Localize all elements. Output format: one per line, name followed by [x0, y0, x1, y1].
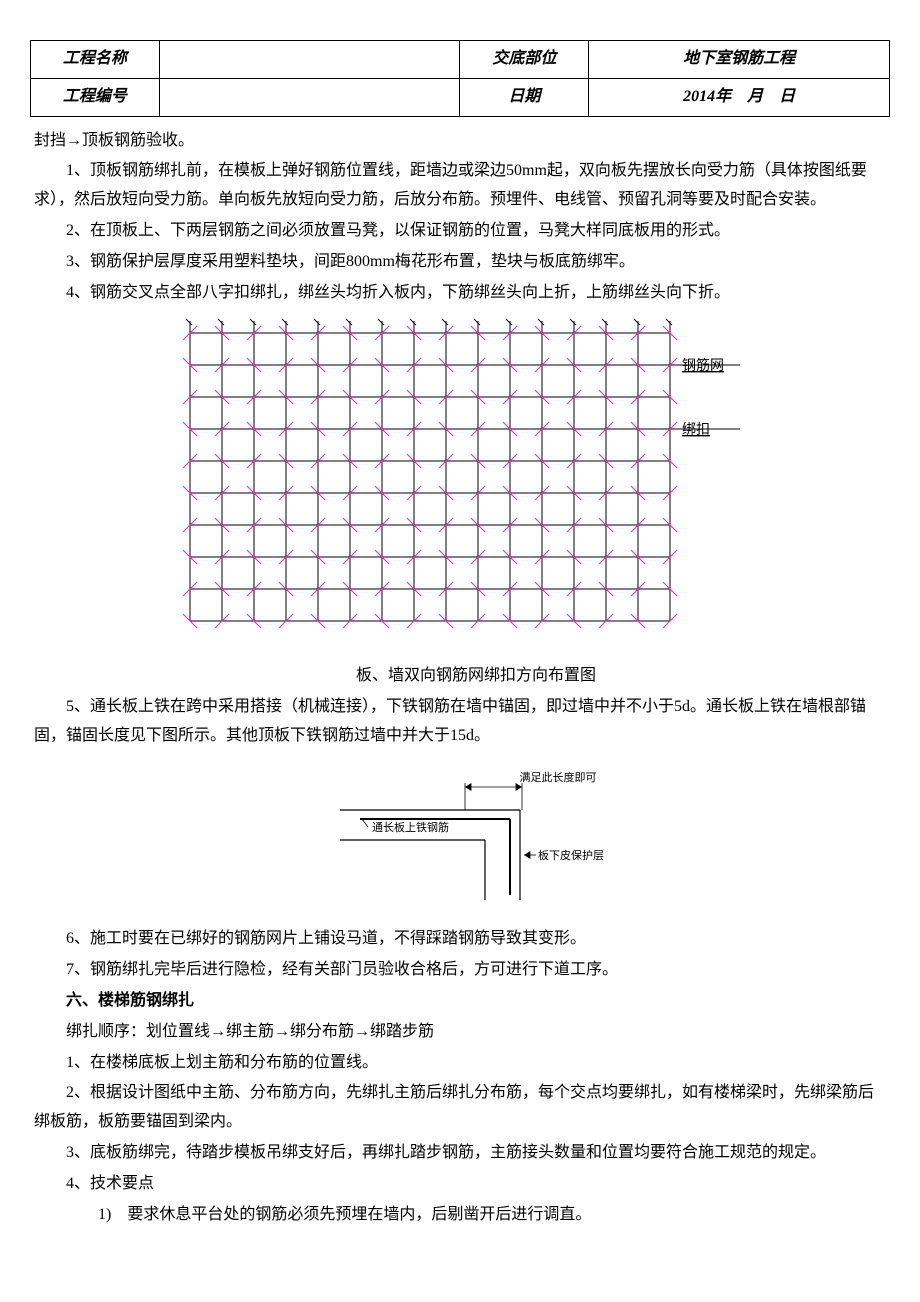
- p6: 6、施工时要在已绑好的钢筋网片上铺设马道，不得踩踏钢筋导致其变形。: [34, 925, 886, 954]
- p10: 2、根据设计图纸中主筋、分布筋方向，先绑扎主筋后绑扎分布筋，每个交点均要绑扎，如…: [34, 1079, 886, 1137]
- grid-caption: 板、墙双向钢筋网绑扣方向布置图: [34, 662, 886, 691]
- header-table: 工程名称 交底部位 地下室钢筋工程 工程编号 日期 2014年 月 日: [30, 40, 890, 117]
- hdr-date-val: 2014年 月 日: [589, 78, 890, 116]
- p2: 2、在顶板上、下两层钢筋之间必须放置马凳，以保证钢筋的位置，马凳大样同底板用的形…: [34, 217, 886, 246]
- anchor-diagram: 通长板上铁钢筋 满足此长度即可板下皮保护层: [34, 755, 886, 916]
- hdr-proj-no-val: [159, 78, 460, 116]
- p3: 3、钢筋保护层厚度采用塑料垫块，间距800mm梅花形布置，垫块与板底筋绑牢。: [34, 248, 886, 277]
- p13: 1) 要求休息平台处的钢筋必须先预埋在墙内，后剔凿开后进行调直。: [34, 1201, 886, 1230]
- p4: 4、钢筋交叉点全部八字扣绑扎，绑丝头均折入板内，下筋绑丝头向上折，上筋绑丝头向下…: [34, 279, 886, 308]
- svg-text:通长板上铁钢筋: 通长板上铁钢筋: [372, 820, 449, 834]
- p1: 1、顶板钢筋绑扎前，在模板上弹好钢筋位置线，距墙边或梁边50mm起，双向板先摆放…: [34, 157, 886, 215]
- hdr-part-label: 交底部位: [460, 41, 589, 79]
- p8: 绑扎顺序：划位置线→绑主筋→绑分布筋→绑踏步筋: [34, 1018, 886, 1047]
- content-body: 封挡→顶板钢筋验收。 1、顶板钢筋绑扎前，在模板上弹好钢筋位置线，距墙边或梁边5…: [30, 127, 890, 1230]
- p5: 5、通长板上铁在跨中采用搭接（机械连接），下铁钢筋在墙中锚固，即过墙中并不小于5…: [34, 693, 886, 751]
- hdr-proj-name-label: 工程名称: [31, 41, 160, 79]
- svg-text:板下皮保护层: 板下皮保护层: [538, 848, 604, 862]
- grid-diagram: 钢筋网绑扣: [34, 315, 886, 656]
- section-6-heading: 六、楼梯筋钢绑扎: [34, 987, 886, 1016]
- hdr-date-label: 日期: [460, 78, 589, 116]
- svg-text:绑扣: 绑扣: [682, 422, 710, 438]
- p0: 封挡→顶板钢筋验收。: [34, 127, 886, 156]
- p7: 7、钢筋绑扎完毕后进行隐检，经有关部门员验收合格后，方可进行下道工序。: [34, 956, 886, 985]
- hdr-proj-no-label: 工程编号: [31, 78, 160, 116]
- svg-text:钢筋网: 钢筋网: [682, 357, 724, 374]
- p9: 1、在楼梯底板上划主筋和分布筋的位置线。: [34, 1049, 886, 1078]
- hdr-proj-name-val: [159, 41, 460, 79]
- p12: 4、技术要点: [34, 1170, 886, 1199]
- svg-text:满足此长度即可: 满足此长度即可: [520, 770, 597, 784]
- hdr-part-val: 地下室钢筋工程: [589, 41, 890, 79]
- p11: 3、底板筋绑完，待踏步模板吊绑支好后，再绑扎踏步钢筋，主筋接头数量和位置均要符合…: [34, 1139, 886, 1168]
